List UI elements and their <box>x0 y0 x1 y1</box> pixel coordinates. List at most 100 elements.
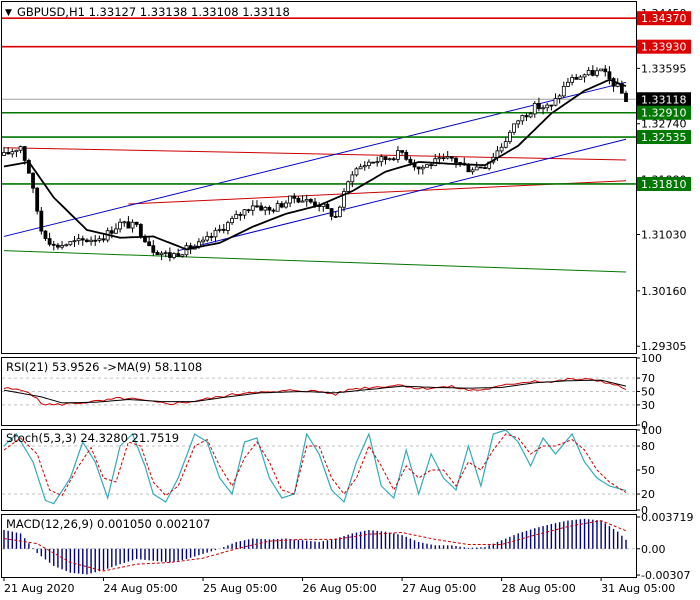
candle[interactable] <box>387 157 392 161</box>
candle[interactable] <box>263 205 268 216</box>
candle[interactable] <box>242 209 247 219</box>
candle[interactable] <box>39 207 44 235</box>
candle[interactable] <box>454 156 458 168</box>
candle[interactable] <box>516 119 521 129</box>
candle[interactable] <box>43 230 48 241</box>
candle[interactable] <box>358 163 363 170</box>
candle[interactable] <box>60 240 64 250</box>
candle[interactable] <box>167 247 172 262</box>
price-level-tag[interactable]: 1.33930 <box>637 39 691 54</box>
candle[interactable] <box>64 243 69 247</box>
candle[interactable] <box>238 211 243 221</box>
candle[interactable] <box>267 205 272 215</box>
candle[interactable] <box>18 145 23 154</box>
candle[interactable] <box>483 165 487 169</box>
candle[interactable] <box>217 224 222 233</box>
candle[interactable] <box>155 250 160 256</box>
candle[interactable] <box>574 74 579 80</box>
price-level-tag[interactable]: 1.32910 <box>637 105 691 120</box>
candle[interactable] <box>35 187 40 215</box>
candle[interactable] <box>226 220 230 235</box>
candle[interactable] <box>553 93 558 107</box>
candle[interactable] <box>271 208 276 214</box>
candle[interactable] <box>22 145 27 165</box>
candle[interactable] <box>213 227 218 243</box>
candle[interactable] <box>582 73 587 83</box>
candle[interactable] <box>590 65 595 77</box>
candle[interactable] <box>275 200 280 212</box>
candle[interactable] <box>2 147 6 156</box>
candle[interactable] <box>599 68 604 72</box>
candle[interactable] <box>234 210 239 219</box>
candle[interactable] <box>47 232 52 247</box>
candle[interactable] <box>499 143 504 154</box>
candle[interactable] <box>114 223 118 234</box>
candle[interactable] <box>76 233 81 245</box>
price-level-tag[interactable]: 1.32535 <box>637 130 691 145</box>
candle[interactable] <box>85 238 89 243</box>
candle[interactable] <box>31 172 35 194</box>
candle[interactable] <box>10 148 15 158</box>
candle[interactable] <box>607 66 612 85</box>
candle[interactable] <box>292 193 297 204</box>
candle[interactable] <box>89 236 93 246</box>
candle[interactable] <box>512 123 516 135</box>
candle[interactable] <box>441 153 446 162</box>
candle[interactable] <box>201 236 205 245</box>
candle[interactable] <box>56 242 60 250</box>
candle[interactable] <box>537 97 541 112</box>
candle[interactable] <box>570 74 574 86</box>
candle[interactable] <box>549 104 554 111</box>
candle[interactable] <box>350 171 355 188</box>
candle[interactable] <box>151 240 156 256</box>
candle[interactable] <box>26 158 31 174</box>
candle[interactable] <box>396 146 400 163</box>
candle[interactable] <box>445 151 450 160</box>
candle[interactable] <box>528 111 533 119</box>
candle[interactable] <box>172 252 176 260</box>
price-level-tag[interactable]: 1.33118 <box>637 92 691 107</box>
candle[interactable] <box>367 159 371 169</box>
symbol-dropdown-icon[interactable]: ▼ <box>5 8 12 18</box>
candle[interactable] <box>163 250 168 258</box>
candle[interactable] <box>578 75 583 80</box>
candle[interactable] <box>230 215 234 225</box>
candle[interactable] <box>420 164 425 175</box>
candle[interactable] <box>130 219 135 233</box>
candle[interactable] <box>342 188 346 212</box>
candle[interactable] <box>362 161 367 171</box>
candle[interactable] <box>51 240 56 251</box>
candle[interactable] <box>383 156 388 165</box>
candle[interactable] <box>557 93 562 104</box>
price-panel-frame[interactable] <box>1 1 637 354</box>
candle[interactable] <box>425 164 429 168</box>
candle[interactable] <box>333 211 338 219</box>
price-level-tag[interactable]: 1.34370 <box>637 11 691 26</box>
candle[interactable] <box>80 235 85 246</box>
candle[interactable] <box>304 194 309 207</box>
candle[interactable] <box>284 200 288 209</box>
candle[interactable] <box>532 101 537 118</box>
candle[interactable] <box>603 64 608 77</box>
candle[interactable] <box>14 149 19 158</box>
candle[interactable] <box>325 202 330 209</box>
candle[interactable] <box>337 205 342 218</box>
candle[interactable] <box>503 137 508 149</box>
candle[interactable] <box>221 223 226 234</box>
candle[interactable] <box>259 202 263 212</box>
candle[interactable] <box>449 156 454 162</box>
candle[interactable] <box>93 234 98 246</box>
candle[interactable] <box>561 81 566 99</box>
candle[interactable] <box>545 102 550 112</box>
candle[interactable] <box>176 248 181 257</box>
candle[interactable] <box>6 147 11 155</box>
candle[interactable] <box>296 196 301 204</box>
candle[interactable] <box>329 208 334 221</box>
candle[interactable] <box>566 77 570 88</box>
candle[interactable] <box>379 154 384 167</box>
candle[interactable] <box>524 113 529 121</box>
candle[interactable] <box>416 166 421 175</box>
candle[interactable] <box>134 221 139 228</box>
candle[interactable] <box>375 156 380 167</box>
